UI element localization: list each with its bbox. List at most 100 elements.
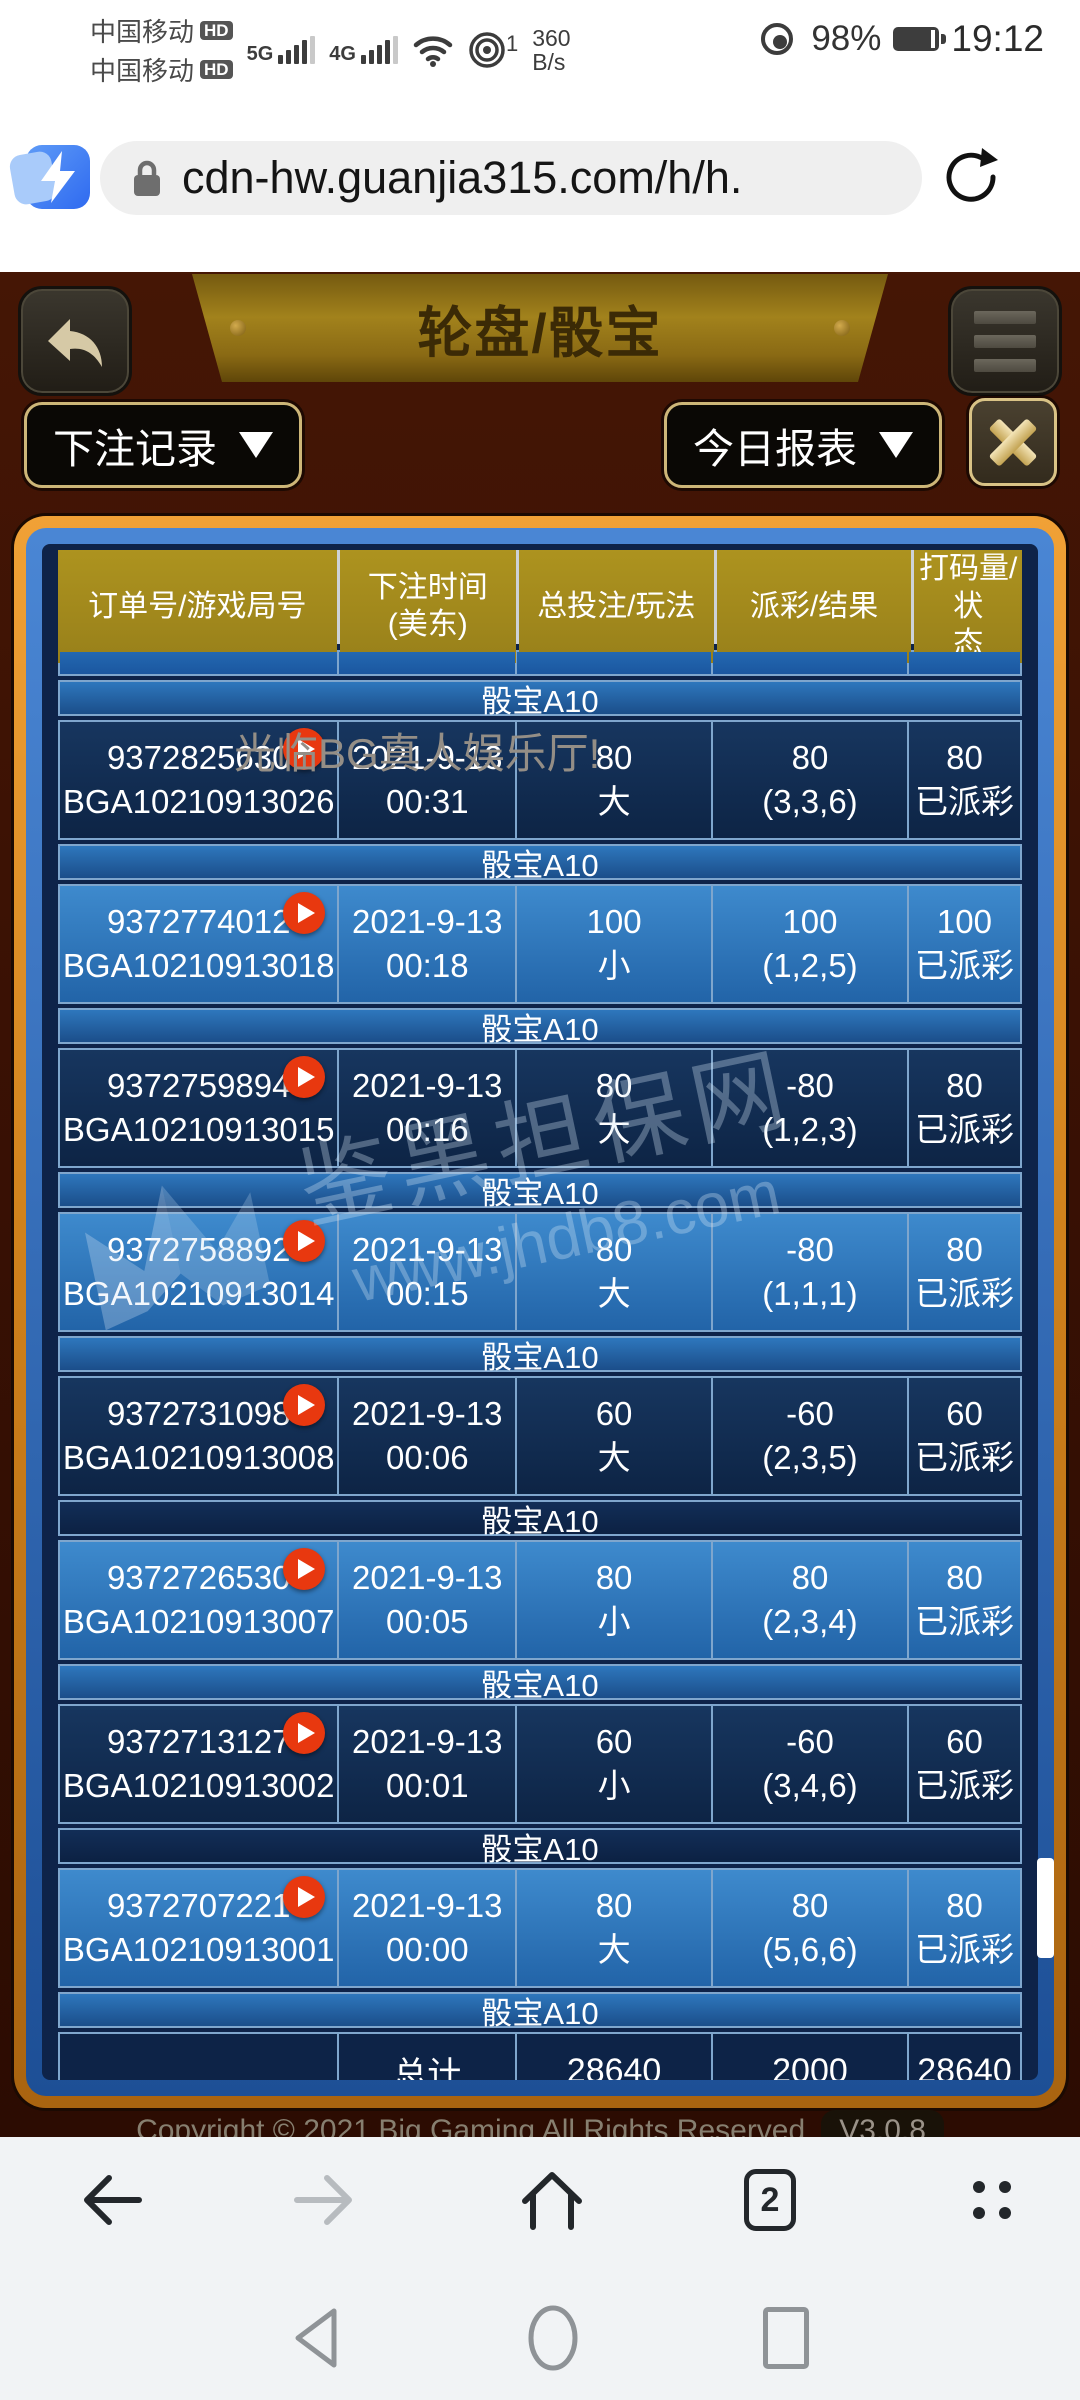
table-row[interactable]: 9372759894 BGA10210913015 2021-9-13 00:1… xyxy=(58,1048,1022,1168)
clock: 19:12 xyxy=(951,18,1044,59)
bet-time: 00:00 xyxy=(385,1931,469,1968)
turnover-cell: 60 已派彩 xyxy=(908,1706,1020,1822)
header-bet-time: 下注时间 (美东) xyxy=(339,550,516,663)
turnover-amount: 60 xyxy=(946,1395,983,1433)
payout-amount: 100 xyxy=(782,903,838,941)
bet-time: 00:05 xyxy=(385,1603,469,1640)
bet-amount-cell: 100 小 xyxy=(517,886,712,1002)
lock-icon xyxy=(134,160,160,196)
carrier-name-sim2: 中国移动 xyxy=(90,56,195,86)
play-video-icon[interactable] xyxy=(283,1056,326,1098)
game-group-band: 骰宝A10 xyxy=(58,1500,1022,1539)
payout-cell: 80 (3,3,6) xyxy=(713,722,907,838)
browser-forward-button[interactable] xyxy=(291,2170,357,2230)
turnover-cell: 100 已派彩 xyxy=(908,886,1020,1002)
settle-status: 已派彩 xyxy=(914,1931,1014,1968)
eye-comfort-icon xyxy=(761,23,794,55)
table-row[interactable]: 9372758892 BGA10210913014 2021-9-13 00:1… xyxy=(58,1212,1022,1332)
android-home-button[interactable] xyxy=(524,2302,582,2374)
scrollbar-thumb[interactable] xyxy=(1037,1858,1054,1958)
dice-result: (3,4,6) xyxy=(762,1767,858,1804)
play-video-icon[interactable] xyxy=(283,892,326,934)
game-round-id: BGA10210913015 xyxy=(62,1111,335,1148)
table-row[interactable]: 9372726530 BGA10210913007 2021-9-13 00:0… xyxy=(58,1540,1022,1660)
close-button[interactable] xyxy=(969,398,1057,486)
table-row[interactable]: 9372774012 BGA10210913018 2021-9-13 00:1… xyxy=(58,884,1022,1004)
settle-status: 已派彩 xyxy=(914,947,1014,984)
payout-amount: -60 xyxy=(786,1395,834,1433)
bet-amount: 80 xyxy=(595,1067,633,1105)
dice-result: (2,3,5) xyxy=(762,1439,858,1476)
tab-count: 2 xyxy=(744,2169,796,2231)
table-header-row: 订单号/游戏局号 下注时间 (美东) 总投注/玩法 派彩/结果 打码量/状 态 xyxy=(58,550,1022,663)
bet-record-dropdown[interactable]: 下注记录 xyxy=(24,402,302,488)
browser-menu-button[interactable] xyxy=(973,2181,1011,2219)
game-round-id: BGA10210913014 xyxy=(62,1275,335,1312)
bet-amount-cell: 80 大 xyxy=(517,1870,712,1986)
refresh-button[interactable] xyxy=(938,144,1004,210)
browser-app-icon[interactable] xyxy=(26,145,90,209)
bet-type: 大 xyxy=(597,1439,631,1476)
settle-status: 已派彩 xyxy=(914,1275,1014,1312)
back-button[interactable] xyxy=(18,286,132,396)
game-group-band: 骰宝A10 xyxy=(58,1172,1022,1211)
header-total-bet: 总投注/玩法 xyxy=(519,550,714,663)
payout-amount: -60 xyxy=(786,1723,834,1761)
browser-home-button[interactable] xyxy=(517,2167,587,2233)
play-video-icon[interactable] xyxy=(283,1876,326,1918)
browser-tabs-button[interactable]: 2 xyxy=(744,2169,796,2231)
turnover-cell: 80 已派彩 xyxy=(908,1214,1020,1330)
bet-time: 00:01 xyxy=(385,1767,469,1804)
bet-date: 2021-9-13 xyxy=(352,1395,503,1433)
bet-time: 00:15 xyxy=(385,1275,469,1312)
game-group-band: 骰宝A10 xyxy=(58,1828,1022,1867)
bet-date: 2021-9-13 xyxy=(352,1231,503,1269)
bet-amount-cell: 80 大 xyxy=(517,1214,712,1330)
android-recents-button[interactable] xyxy=(763,2307,809,2369)
signal-5g-icon: 5G xyxy=(247,36,316,64)
header-order-number: 订单号/游戏局号 xyxy=(58,550,337,663)
play-video-icon[interactable] xyxy=(283,728,326,770)
menu-button[interactable] xyxy=(948,286,1062,396)
browser-back-button[interactable] xyxy=(79,2170,145,2230)
webview: 轮盘/骰宝 光临BG真人娱乐厅! 下注记录 今日报表 xyxy=(0,272,1080,2137)
order-number: 9372825630 xyxy=(106,739,291,777)
dice-result: (1,2,5) xyxy=(762,947,858,984)
dice-result: (5,6,6) xyxy=(762,1931,858,1968)
bet-type: 小 xyxy=(597,1603,631,1640)
play-video-icon[interactable] xyxy=(283,1712,326,1754)
table-row[interactable]: 9372825630 BGA10210913026 2021-9-13 00:3… xyxy=(58,720,1022,840)
bet-time-cell: 2021-9-13 00:00 xyxy=(339,1870,516,1986)
play-video-icon[interactable] xyxy=(283,1548,326,1590)
daily-report-dropdown[interactable]: 今日报表 xyxy=(664,402,942,488)
settle-status: 已派彩 xyxy=(914,1767,1014,1804)
play-video-icon[interactable] xyxy=(283,1384,326,1426)
bet-amount-cell: 60 大 xyxy=(517,1378,712,1494)
table-row[interactable]: 9372707221 BGA10210913001 2021-9-13 00:0… xyxy=(58,1868,1022,1988)
status-bar: 中国移动 HD 中国移动 HD 5G 4G xyxy=(0,0,1080,88)
table-row[interactable]: 9372731098 BGA10210913008 2021-9-13 00:0… xyxy=(58,1376,1022,1496)
network-speed: 360 B/s xyxy=(532,24,571,75)
bet-time: 00:06 xyxy=(385,1439,469,1476)
settle-status: 已派彩 xyxy=(914,1603,1014,1640)
dice-result: (2,3,4) xyxy=(762,1603,858,1640)
header-payout-result: 派彩/结果 xyxy=(716,550,912,663)
address-bar[interactable]: cdn-hw.guanjia315.com/h/h. xyxy=(100,141,922,215)
game-group-band: 骰宝A10 xyxy=(58,1664,1022,1703)
play-video-icon[interactable] xyxy=(283,1220,326,1262)
bet-amount: 100 xyxy=(586,903,642,941)
order-cell: 9372707221 BGA10210913001 xyxy=(60,1870,338,1986)
total-row: 总计 28640 2000 28640 xyxy=(58,2032,1022,2080)
game-round-id: BGA10210913007 xyxy=(62,1603,335,1640)
android-back-button[interactable] xyxy=(290,2305,342,2371)
table-row[interactable]: 9372713127 BGA10210913002 2021-9-13 00:0… xyxy=(58,1704,1022,1824)
payout-amount: 80 xyxy=(791,1559,829,1597)
game-round-id: BGA10210913018 xyxy=(62,947,335,984)
bet-type: 大 xyxy=(597,1931,631,1968)
bet-date: 2021-9-13 xyxy=(352,903,503,941)
turnover-amount: 80 xyxy=(946,1559,983,1597)
bet-time: 00:16 xyxy=(385,1111,469,1148)
bet-amount: 60 xyxy=(595,1723,633,1761)
total-payout: 2000 xyxy=(713,2034,907,2080)
version-badge: V3.0.8 xyxy=(821,2110,944,2137)
